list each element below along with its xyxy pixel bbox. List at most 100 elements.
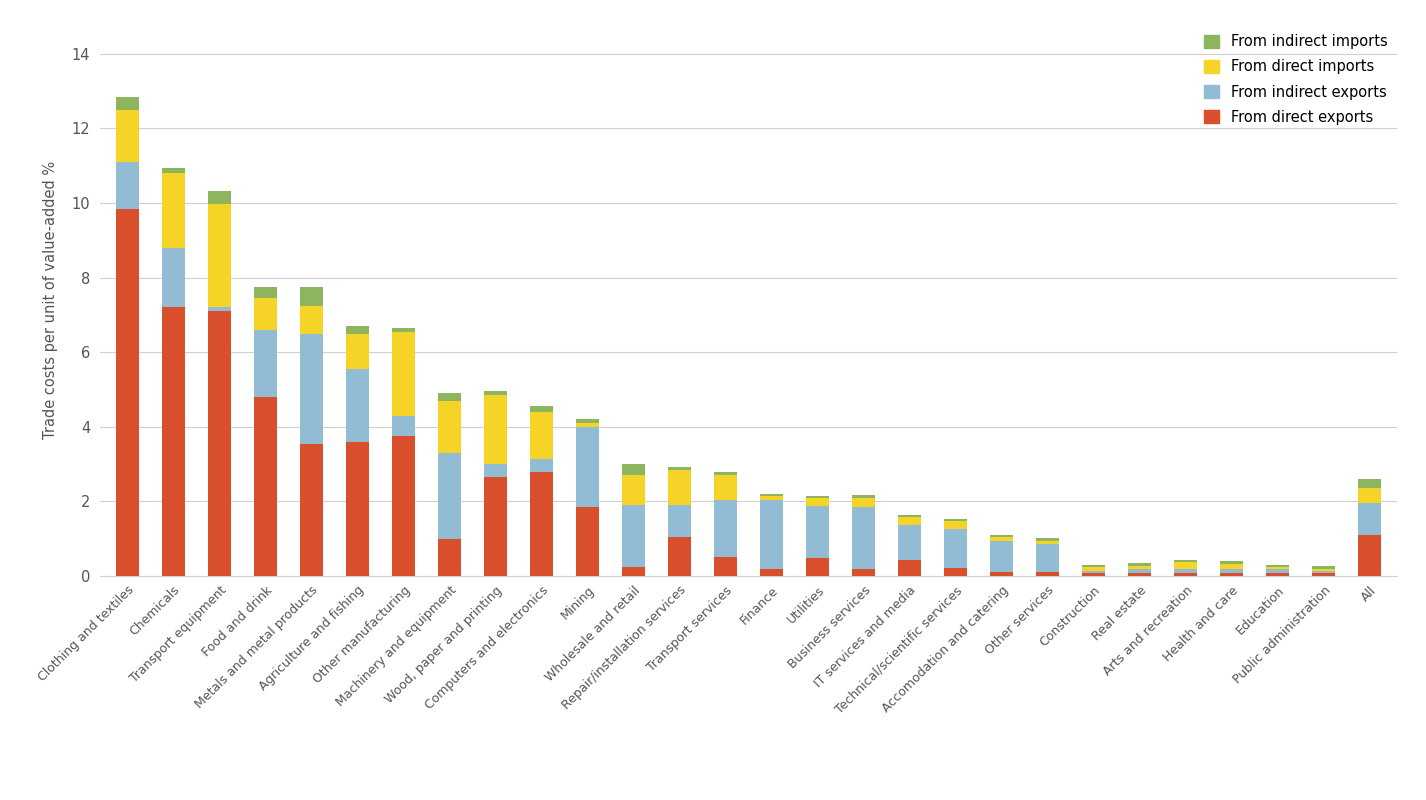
Bar <box>392 436 415 576</box>
Bar <box>576 507 599 576</box>
Bar <box>990 537 1014 541</box>
Bar <box>1174 570 1198 573</box>
Bar <box>392 416 415 436</box>
Bar <box>1174 562 1198 570</box>
Bar <box>1359 488 1382 503</box>
Bar <box>714 475 737 499</box>
Bar <box>853 495 876 498</box>
Bar <box>163 173 185 248</box>
Bar <box>622 566 645 576</box>
Bar <box>299 443 324 576</box>
Bar <box>576 419 599 423</box>
Bar <box>299 287 324 306</box>
Bar <box>483 477 508 576</box>
Bar <box>163 248 185 307</box>
Bar <box>1312 566 1335 569</box>
Bar <box>347 442 369 576</box>
Bar <box>116 209 138 576</box>
Bar <box>853 507 876 569</box>
Bar <box>576 427 599 507</box>
Bar <box>714 499 737 558</box>
Bar <box>347 326 369 334</box>
Bar <box>1082 567 1105 570</box>
Bar <box>530 412 553 458</box>
Bar <box>1174 559 1198 562</box>
Bar <box>1128 573 1151 576</box>
Bar <box>163 307 185 576</box>
Bar <box>622 505 645 566</box>
Bar <box>1312 569 1335 570</box>
Bar <box>898 560 921 576</box>
Bar <box>898 518 921 525</box>
Bar <box>483 464 508 477</box>
Bar <box>714 558 737 576</box>
Bar <box>254 287 277 298</box>
Bar <box>392 332 415 416</box>
Bar <box>760 569 783 576</box>
Bar <box>806 558 829 576</box>
Bar <box>1221 573 1243 576</box>
Bar <box>1037 572 1060 576</box>
Bar <box>898 525 921 560</box>
Bar <box>622 475 645 505</box>
Bar <box>483 391 508 395</box>
Bar <box>806 496 829 498</box>
Bar <box>299 306 324 334</box>
Bar <box>1128 566 1151 570</box>
Bar <box>254 397 277 576</box>
Bar <box>1082 565 1105 567</box>
Bar <box>944 568 967 576</box>
Bar <box>1082 570 1105 573</box>
Bar <box>1037 538 1060 541</box>
Bar <box>853 498 876 507</box>
Bar <box>208 306 231 311</box>
Bar <box>1359 503 1382 535</box>
Bar <box>392 328 415 332</box>
Bar <box>530 471 553 576</box>
Bar <box>438 401 461 453</box>
Bar <box>1266 567 1289 570</box>
Bar <box>299 334 324 443</box>
Bar <box>1221 564 1243 570</box>
Bar <box>944 519 967 521</box>
Bar <box>1312 573 1335 576</box>
Bar <box>438 453 461 538</box>
Bar <box>806 506 829 558</box>
Bar <box>1037 541 1060 544</box>
Bar <box>1221 570 1243 573</box>
Bar <box>1221 562 1243 564</box>
Bar <box>944 529 967 568</box>
Bar <box>669 470 692 505</box>
Bar <box>1359 535 1382 576</box>
Bar <box>760 494 783 496</box>
Bar <box>1359 479 1382 488</box>
Bar <box>760 496 783 499</box>
Bar <box>254 298 277 330</box>
Bar <box>530 406 553 412</box>
Bar <box>669 505 692 537</box>
Bar <box>576 423 599 427</box>
Bar <box>438 394 461 401</box>
Bar <box>853 569 876 576</box>
Bar <box>254 330 277 397</box>
Bar <box>483 395 508 464</box>
Bar <box>806 498 829 506</box>
Bar <box>347 334 369 369</box>
Bar <box>438 538 461 576</box>
Bar <box>1128 570 1151 573</box>
Bar <box>944 521 967 529</box>
Bar <box>990 572 1014 576</box>
Bar <box>347 369 369 442</box>
Legend: From indirect imports, From direct imports, From indirect exports, From direct e: From indirect imports, From direct impor… <box>1198 28 1393 130</box>
Bar <box>116 110 138 162</box>
Bar <box>1174 573 1198 576</box>
Bar <box>163 167 185 173</box>
Bar <box>714 472 737 475</box>
Bar <box>208 191 231 204</box>
Bar <box>530 458 553 471</box>
Bar <box>760 499 783 569</box>
Bar <box>898 515 921 518</box>
Bar <box>990 541 1014 572</box>
Bar <box>208 311 231 576</box>
Bar <box>669 466 692 470</box>
